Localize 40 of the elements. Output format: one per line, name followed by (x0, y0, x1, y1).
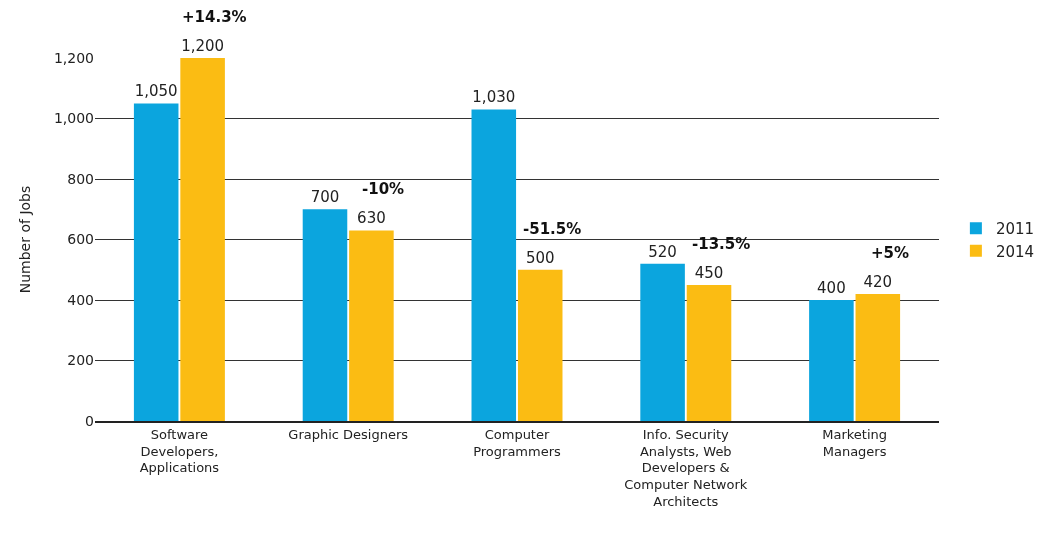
annotation: -51.5% (523, 220, 582, 238)
annotation: +14.3% (182, 8, 247, 26)
data-label: 1,030 (472, 88, 516, 107)
data-label: 500 (525, 248, 555, 267)
annotation: -10% (362, 180, 405, 198)
legend-label: 2014 (995, 242, 1035, 261)
data-label: 1,050 (134, 82, 178, 101)
bar (686, 284, 732, 421)
y-tick-label: 600 (67, 231, 94, 248)
data-label: 630 (357, 209, 386, 228)
data-label: 1,200 (181, 37, 225, 55)
annotation: -13.5% (692, 235, 751, 253)
x-tick-label: Info. Security Analysts, Web Developers & Computer Network Architects (624, 426, 748, 510)
y-axis-title: Number of Jobs (16, 185, 33, 294)
bar (349, 230, 394, 421)
y-tick-label: 1,200 (53, 49, 94, 66)
bar (302, 209, 348, 421)
bar (809, 300, 854, 421)
y-tick-label: 400 (67, 291, 94, 308)
data-label: 450 (694, 263, 724, 282)
y-tick-label: 1,000 (53, 110, 94, 127)
annotation: +5% (871, 244, 910, 262)
x-tick-label: Computer Programmers (473, 426, 562, 459)
bar (517, 269, 563, 421)
data-label: 700 (310, 188, 340, 207)
bar (180, 58, 225, 421)
x-tick-label: Marketing Managers (822, 426, 887, 459)
bar (640, 263, 685, 421)
y-tick-label: 800 (67, 170, 94, 187)
x-tick-label: Graphic Designers (288, 426, 409, 442)
bar (471, 109, 517, 421)
legend-label: 2011 (995, 220, 1035, 239)
data-label: 420 (863, 272, 893, 291)
y-tick-label: 0 (85, 412, 94, 429)
data-label: 400 (817, 279, 846, 297)
bar (855, 293, 901, 421)
y-tick-label: 200 (67, 352, 94, 369)
x-tick-label: Software Developers, Applications (139, 426, 220, 476)
data-label: 520 (648, 242, 677, 261)
bar (133, 103, 179, 421)
